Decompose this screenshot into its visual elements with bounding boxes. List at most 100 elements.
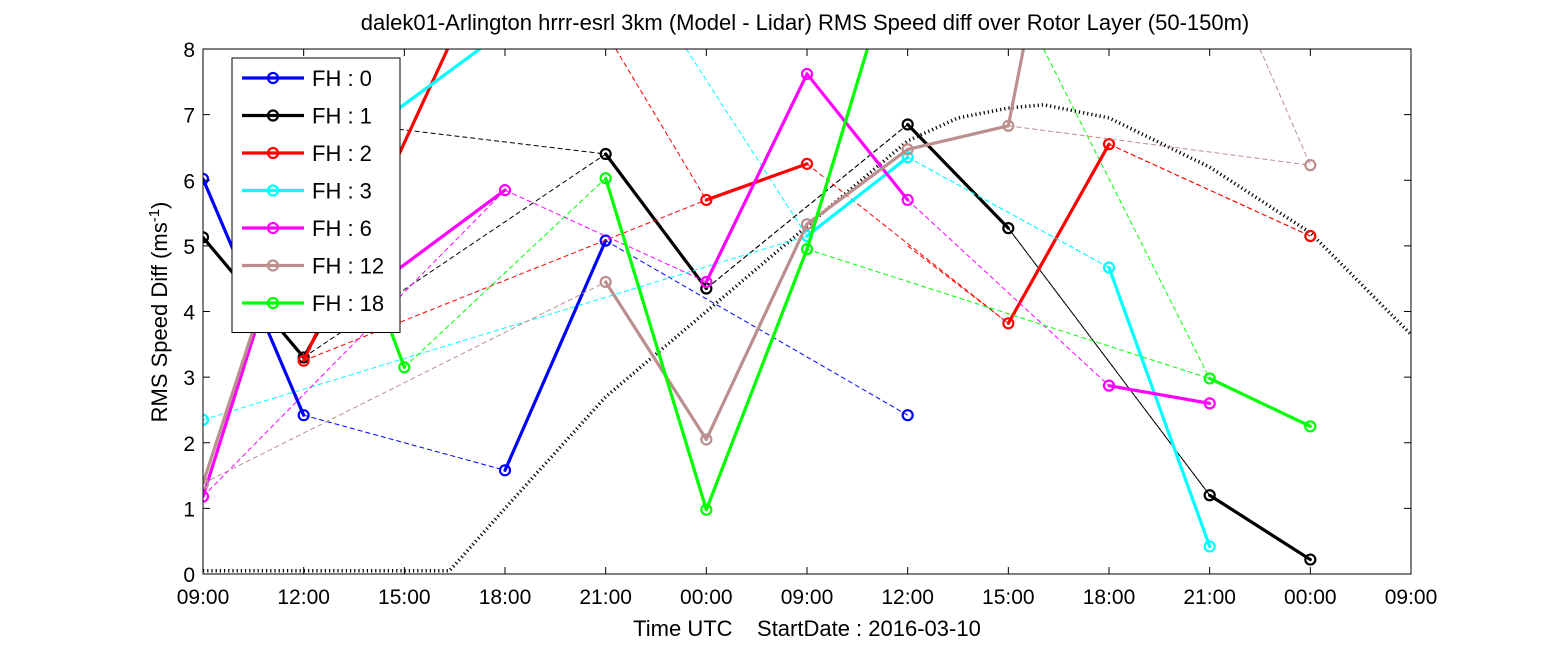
series-4-gap-line	[907, 199, 1110, 387]
series-2-point	[1002, 317, 1015, 330]
series-5-point	[1002, 119, 1015, 132]
legend-entry: FH : 2	[242, 141, 372, 166]
legend-label: FH : 2	[312, 141, 372, 166]
series-2-point	[1304, 229, 1317, 243]
series-4-segment	[805, 72, 910, 202]
series-0-point	[901, 409, 914, 422]
series-6-point	[800, 243, 814, 256]
y-tick-label: 6	[183, 170, 195, 193]
series-5-point	[700, 433, 713, 446]
series-2-point	[1102, 138, 1116, 151]
reference-curve-5	[685, 49, 808, 237]
legend-swatch-marker	[266, 71, 280, 85]
series-5-gap-line	[1008, 125, 1311, 166]
y-tick-label: 2	[183, 433, 195, 456]
x-tick-label: 12:00	[277, 586, 330, 609]
series-1-point	[1304, 553, 1317, 566]
series-0-point	[297, 409, 310, 422]
y-tick-label: 8	[183, 39, 195, 62]
series-3-segment	[397, 49, 482, 110]
y-tick-label: 4	[183, 302, 195, 325]
series-2-gap-line	[1108, 143, 1311, 237]
legend-swatch-marker	[266, 109, 280, 122]
reference-curve-2	[615, 49, 707, 201]
series-0-segment	[503, 239, 608, 472]
y-tick-label: 5	[183, 236, 195, 259]
x-tick-label: 18:00	[1083, 586, 1136, 609]
legend-label: FH : 0	[312, 66, 372, 91]
series-6-segment	[1208, 376, 1312, 428]
series-3-segment	[1107, 265, 1212, 549]
series-5-point	[1304, 159, 1317, 172]
x-tick-label: 21:00	[579, 586, 632, 609]
series-6-gap-line	[806, 248, 1210, 379]
series-5-segment	[704, 222, 809, 442]
series-6-point	[599, 172, 612, 185]
y-axis-label-close: )	[147, 202, 172, 209]
legend-entry: FH : 12	[242, 254, 384, 279]
x-tick-label: 15:00	[378, 586, 431, 609]
series-0-gap-line	[303, 414, 506, 471]
series-3-gap-line	[203, 235, 808, 421]
legend-entry: FH : 6	[242, 216, 372, 241]
series-5	[203, 49, 1317, 490]
series-3-point	[901, 151, 914, 164]
legend-box	[231, 57, 401, 333]
series-2-gap-line	[303, 199, 707, 362]
y-tick-label: 3	[183, 367, 195, 390]
series-1-gap-line	[706, 124, 908, 289]
x-tick-label: 00:00	[680, 586, 733, 609]
series-2-segment	[704, 162, 809, 202]
reference-curve-7	[1043, 49, 1211, 379]
x-tick-label: 15:00	[982, 586, 1035, 609]
legend-entry: FH : 18	[242, 291, 384, 316]
legend-label: FH : 1	[312, 104, 372, 129]
series-2-segment	[1006, 142, 1111, 325]
series-3-segment	[805, 155, 910, 238]
series-2-point	[800, 157, 814, 170]
series-3-gap-line	[907, 156, 1110, 268]
series-6-gap-line	[403, 177, 607, 368]
legend-swatch-marker	[266, 146, 280, 160]
series-4-point	[901, 193, 914, 207]
series-6-segment	[805, 49, 870, 251]
y-tick-label: 7	[183, 105, 195, 128]
series-6-point	[700, 503, 713, 516]
y-axis-label-main: RMS Speed Diff (ms	[147, 222, 172, 422]
series-1-point	[901, 118, 914, 131]
legend-swatch-marker	[266, 296, 280, 310]
series-1-segment	[604, 152, 708, 291]
legend-swatch-marker	[266, 259, 280, 272]
legend-entry: FH : 1	[242, 104, 372, 129]
series-4-gap-line	[504, 189, 707, 283]
series-3-point	[1102, 261, 1116, 274]
x-tick-label: 00:00	[1284, 586, 1337, 609]
y-tick-label: 0	[183, 564, 195, 587]
series-0-point	[599, 234, 612, 247]
series-5-segment	[604, 280, 708, 442]
series-4	[203, 67, 1216, 503]
series-1-segment	[1208, 493, 1312, 562]
x-tick-label: 18:00	[479, 586, 532, 609]
series-4-segment	[1107, 384, 1212, 405]
series-4-segment	[392, 188, 507, 274]
x-axis-ticks: 09:00 12:00 15:00 18:00 21:00 00:00 09:00 12:00…	[177, 49, 1438, 609]
legend-entry: FH : 3	[242, 179, 372, 204]
series-6-segment	[704, 247, 809, 512]
series-1-point	[203, 231, 210, 244]
series-6-point	[1203, 372, 1216, 385]
series-4-point	[1102, 379, 1116, 392]
series-5-point	[203, 477, 210, 490]
legend-label: FH : 3	[312, 179, 372, 204]
x-axis-label: Time UTC StartDate : 2016-03-10	[633, 616, 981, 641]
series-5-segment	[805, 147, 910, 226]
series-5-gap-line	[203, 281, 606, 484]
x-tick-label: 09:00	[1385, 586, 1438, 609]
series-4-segment	[704, 72, 809, 284]
y-axis-label: RMS Speed Diff (ms-1)	[146, 202, 172, 423]
legend-entry: FH : 0	[242, 66, 372, 91]
series-0-point	[498, 464, 512, 477]
series-3-point	[203, 413, 210, 426]
